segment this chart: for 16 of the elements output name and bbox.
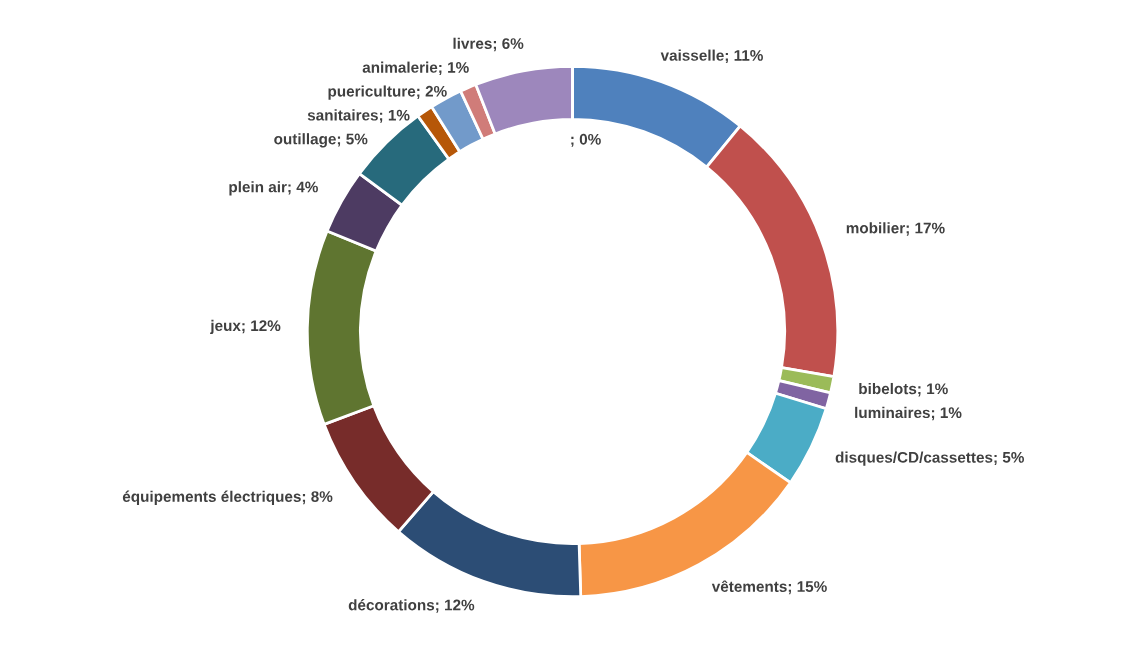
text: ; 0% (571, 133, 601, 147)
slice-label: disques/CD/cassettes; 5% (835, 451, 1024, 466)
slice-label: luminaires; 1% (855, 406, 962, 421)
slice-label: animalerie; 1% (362, 61, 469, 76)
slice-label: outillage; 5% (274, 133, 368, 148)
slice-label: mobilier; 17% (846, 222, 945, 236)
slice-label: équipements électriques; 8% (122, 490, 333, 505)
slice-label: décorations; 12% (348, 599, 475, 613)
slice-label: jeux; 12% (210, 319, 281, 335)
slice-label: vaisselle; 11% (660, 49, 763, 64)
slice-label: puericulture; 2% (328, 85, 447, 100)
slice-label: livres; 6% (453, 37, 524, 52)
slice-label: plein air; 4% (229, 181, 318, 196)
slice-label: sanitaires; 1% (307, 109, 410, 123)
slice-label: vêtements; 15% (711, 580, 827, 595)
slice-label: bibelots; 1% (859, 382, 948, 397)
